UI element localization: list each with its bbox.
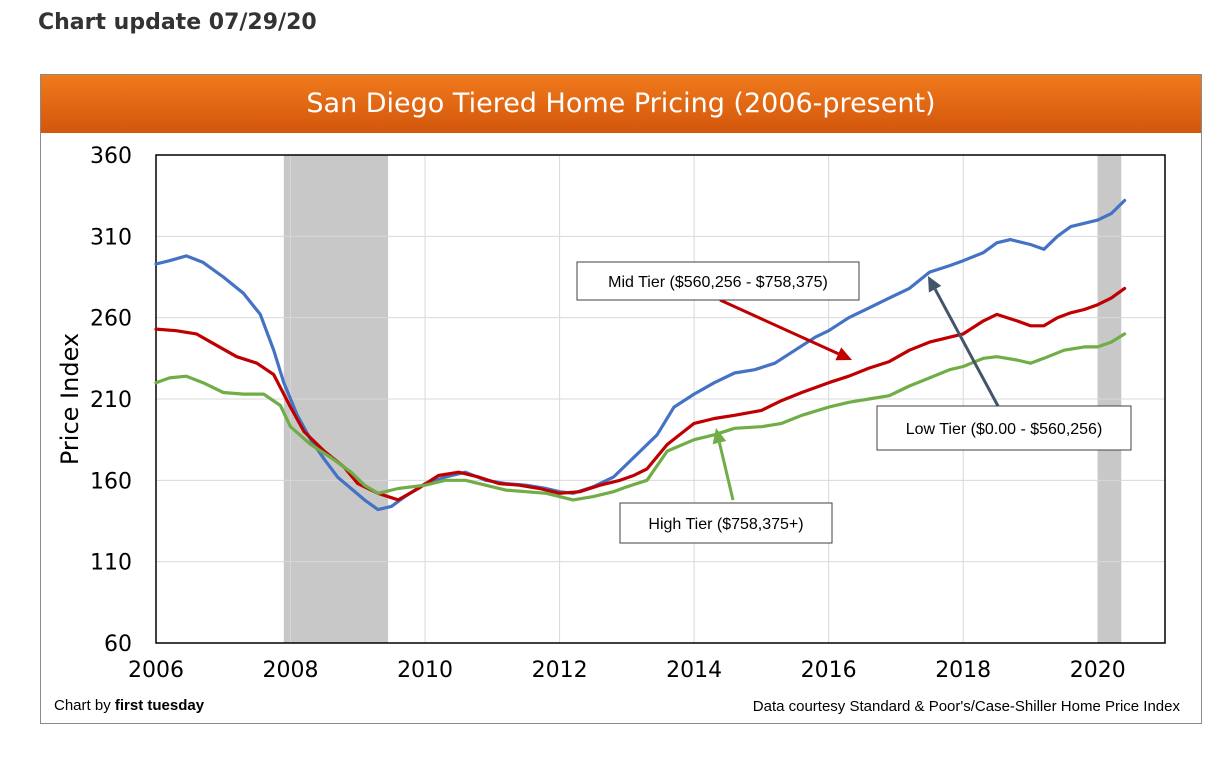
credit-name: first tuesday	[114, 697, 205, 714]
annotation-arrowhead-low	[928, 276, 942, 293]
data-source: Data courtesy Standard & Poor's/Case-Shi…	[752, 698, 1180, 715]
series-line-high	[154, 332, 1127, 502]
annotation-box-low	[876, 405, 1132, 451]
y-tick-label: 110	[90, 551, 132, 576]
x-tick-label: 2008	[263, 658, 319, 683]
y-tick-label: 360	[90, 144, 132, 169]
chart-title: San Diego Tiered Home Pricing (2006-pres…	[41, 75, 1201, 133]
annotation-arrowhead-high	[712, 428, 727, 445]
annotation-label-mid: Mid Tier ($560,256 - $758,375)	[608, 274, 828, 291]
x-tick-label: 2018	[935, 658, 991, 683]
y-tick-label: 310	[90, 225, 132, 250]
annotation-box-mid	[576, 261, 860, 301]
series-line-mid	[154, 286, 1127, 502]
plot-border	[155, 154, 1166, 644]
y-tick-label: 210	[90, 388, 132, 413]
annotation-label-high: High Tier ($758,375+)	[648, 516, 803, 533]
annotation-label-low: Low Tier ($0.00 - $560,256)	[906, 421, 1103, 438]
x-tick-label: 2012	[532, 658, 588, 683]
annotation-arrow-high	[717, 442, 735, 501]
y-tick-label: 260	[90, 307, 132, 332]
x-tick-label: 2014	[666, 658, 722, 683]
chart-credit: Chart by first tuesday	[54, 697, 204, 714]
update-title: Chart update 07/29/20	[38, 10, 317, 35]
credit-prefix: Chart by	[54, 697, 115, 714]
annotation-arrow-low	[933, 288, 1000, 407]
x-tick-label: 2010	[397, 658, 453, 683]
y-tick-label: 60	[104, 632, 132, 657]
y-tick-label: 160	[90, 469, 132, 494]
x-tick-label: 2020	[1070, 658, 1126, 683]
annotation-arrow-mid	[719, 298, 839, 356]
annotation-arrowhead-mid	[835, 347, 852, 361]
annotation-box-high	[619, 502, 833, 544]
x-tick-label: 2016	[801, 658, 857, 683]
y-axis-title: Price Index	[56, 333, 84, 465]
x-tick-label: 2006	[128, 658, 184, 683]
